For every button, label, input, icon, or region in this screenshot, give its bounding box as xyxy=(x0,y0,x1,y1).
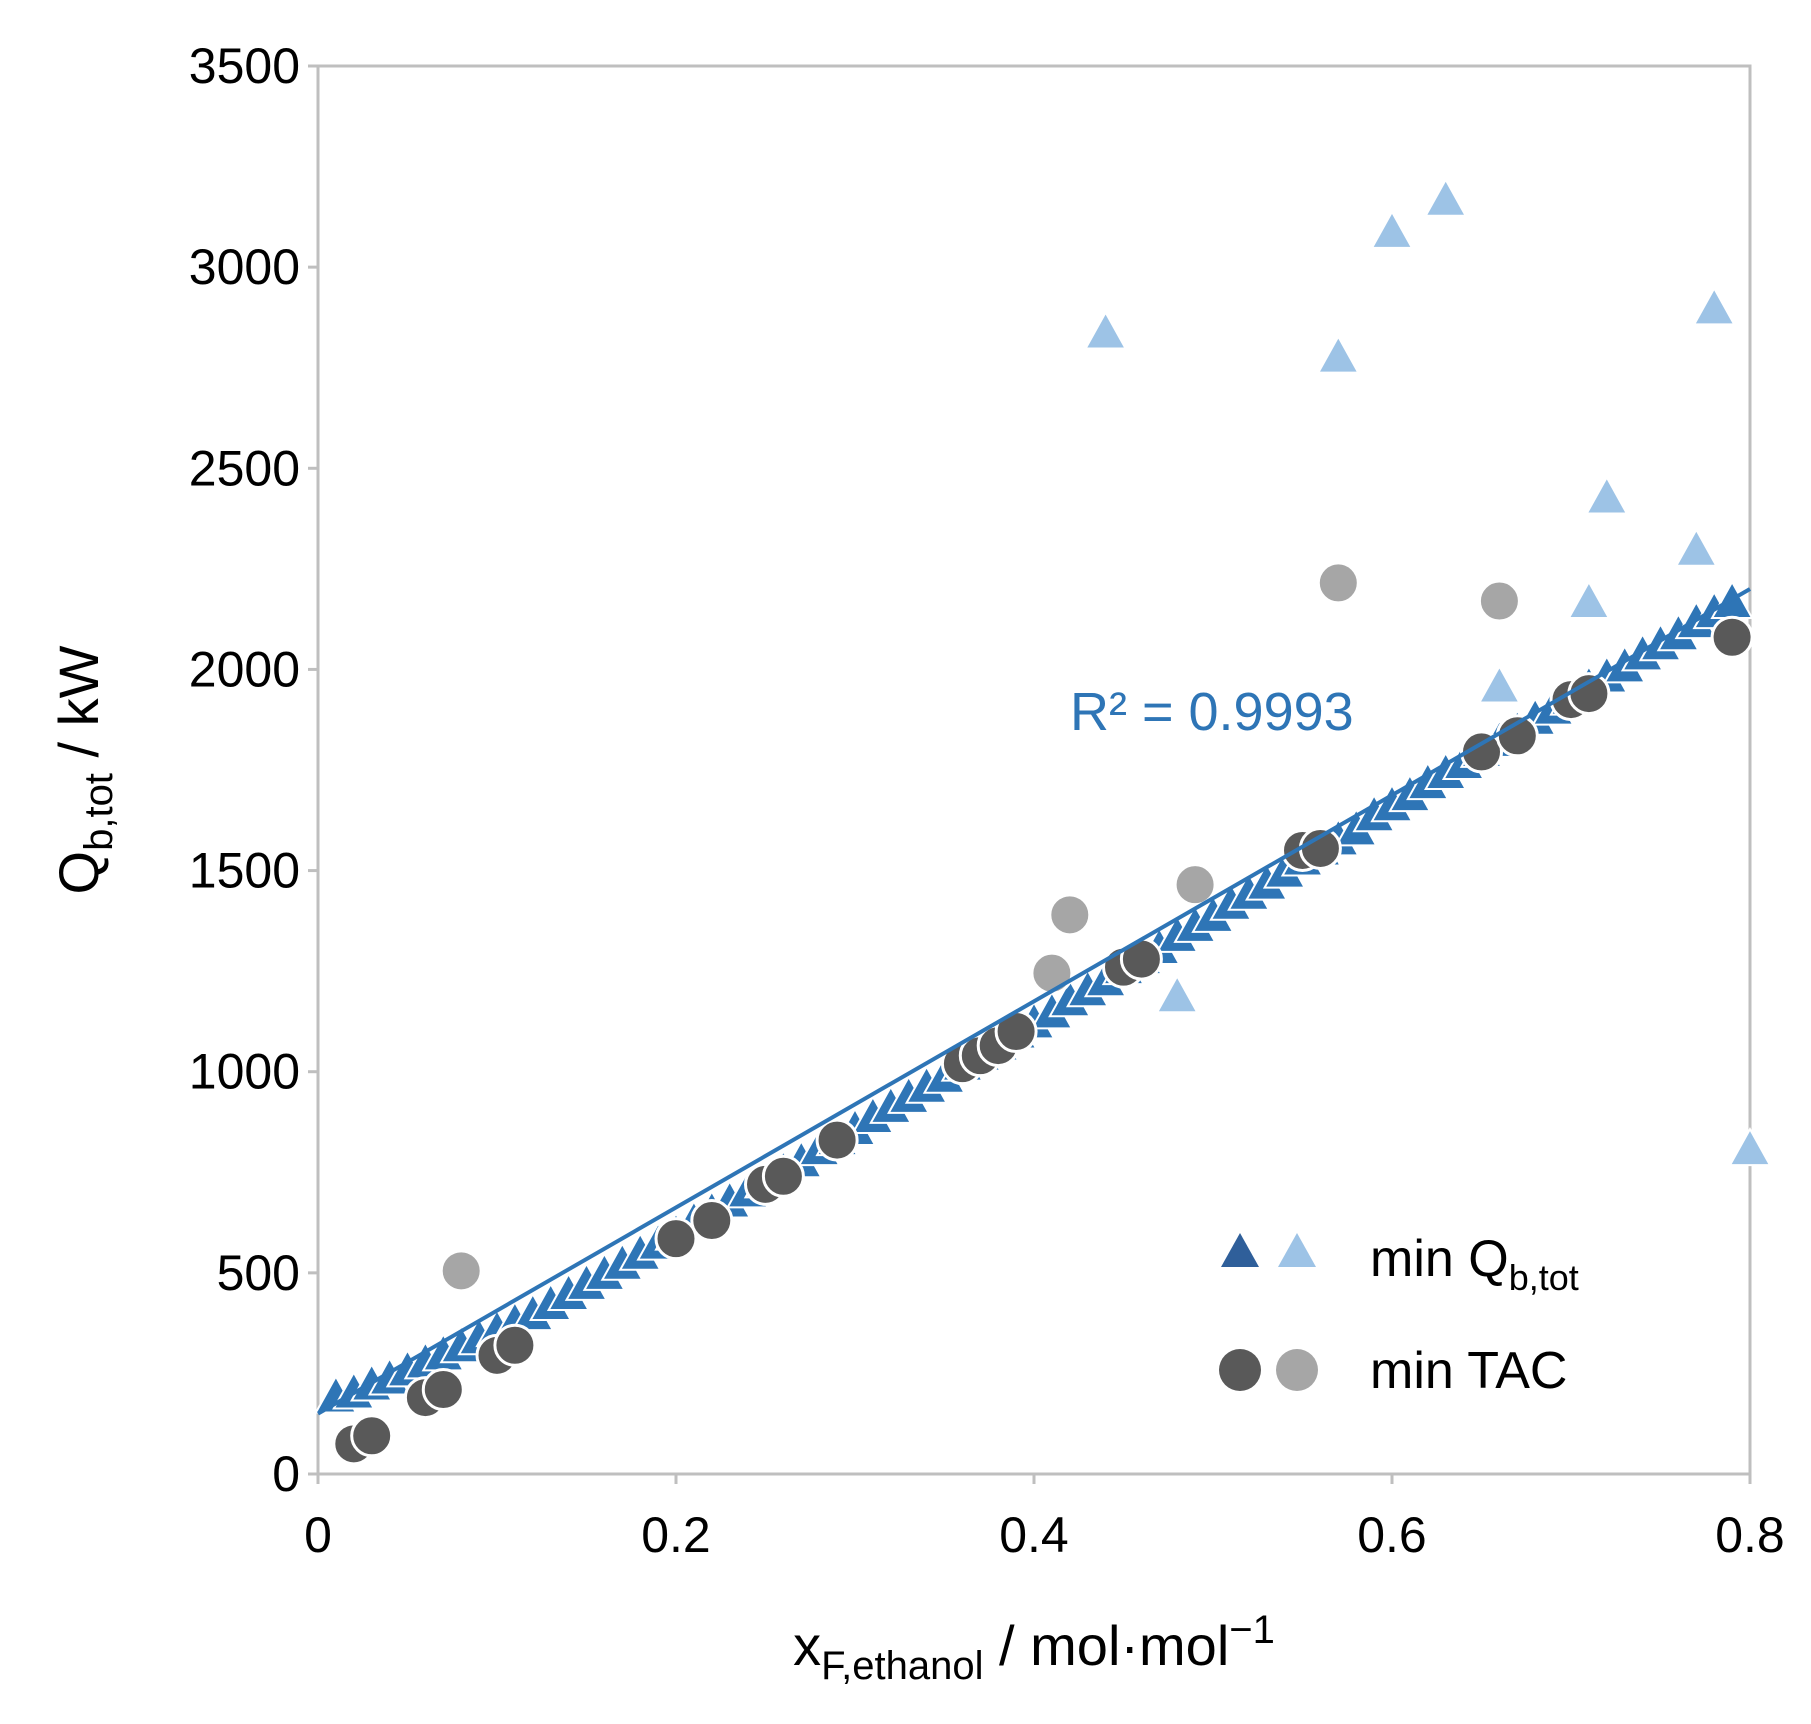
legend-label-min-tac: min TAC xyxy=(1370,1342,1567,1400)
triangle-marker xyxy=(1585,475,1629,515)
y-axis-title: Qb,tot / kW xyxy=(47,645,121,894)
circle-marker xyxy=(1316,561,1360,605)
r-squared-annotation: R² = 0.9993 xyxy=(1070,682,1354,742)
circle-marker xyxy=(493,1323,537,1367)
y-tick-label: 1500 xyxy=(189,843,300,899)
y-tick-label: 1000 xyxy=(189,1044,300,1100)
x-axis-ticks: 0 0.2 0.4 0.6 0.8 xyxy=(304,1474,1785,1563)
triangle-marker xyxy=(1424,177,1468,217)
legend-dark-circle-marker xyxy=(1219,1349,1261,1391)
circle-marker xyxy=(690,1199,734,1243)
legend-dark-triangle-marker xyxy=(1221,1233,1259,1267)
circle-marker xyxy=(1460,730,1503,774)
triangle-marker xyxy=(1674,527,1718,567)
triangle-marker xyxy=(1316,334,1360,374)
circle-marker xyxy=(1710,615,1754,659)
circle-marker xyxy=(761,1154,805,1198)
circle-marker xyxy=(439,1249,483,1293)
circle-marker xyxy=(654,1217,698,1261)
triangle-marker xyxy=(1692,286,1736,326)
y-tick-label: 3500 xyxy=(189,38,300,94)
circle-marker xyxy=(1048,893,1092,937)
circle-marker xyxy=(421,1368,465,1412)
y-tick-label: 0 xyxy=(272,1446,300,1502)
y-tick-label: 2000 xyxy=(189,641,300,697)
x-tick-label: 0.6 xyxy=(1357,1507,1427,1563)
x-tick-label: 0 xyxy=(304,1507,332,1563)
triangle-marker xyxy=(1155,974,1199,1014)
y-tick-label: 2500 xyxy=(189,440,300,496)
x-axis-title: xF,ethanol / mol·mol−1 xyxy=(793,1608,1275,1688)
x-tick-label: 0.4 xyxy=(999,1507,1069,1563)
legend-label-min-qbtot: min Qb,tot xyxy=(1370,1230,1579,1298)
triangle-marker xyxy=(1477,664,1522,704)
y-axis-ticks: 0 500 1000 1500 2000 2500 3000 3500 xyxy=(189,38,318,1502)
triangle-marker xyxy=(1083,310,1128,350)
trendline xyxy=(317,587,1751,1416)
x-tick-label: 0.2 xyxy=(641,1507,711,1563)
circle-marker xyxy=(1119,937,1163,981)
y-tick-label: 500 xyxy=(217,1245,300,1301)
legend-light-triangle-marker xyxy=(1278,1233,1316,1267)
circle-marker xyxy=(815,1118,859,1162)
circle-marker xyxy=(1477,579,1521,623)
circle-marker xyxy=(1173,863,1217,907)
x-tick-label: 0.8 xyxy=(1715,1507,1785,1563)
triangle-marker xyxy=(1370,209,1414,249)
triangle-marker xyxy=(1567,579,1611,620)
circle-marker xyxy=(350,1414,394,1458)
legend: min Qb,tot min TAC xyxy=(1219,1230,1579,1400)
triangle-marker xyxy=(1728,1127,1772,1167)
series-layer xyxy=(314,177,1772,1466)
circle-marker xyxy=(1030,951,1074,995)
y-tick-label: 3000 xyxy=(189,239,300,295)
legend-light-circle-marker xyxy=(1276,1349,1318,1391)
